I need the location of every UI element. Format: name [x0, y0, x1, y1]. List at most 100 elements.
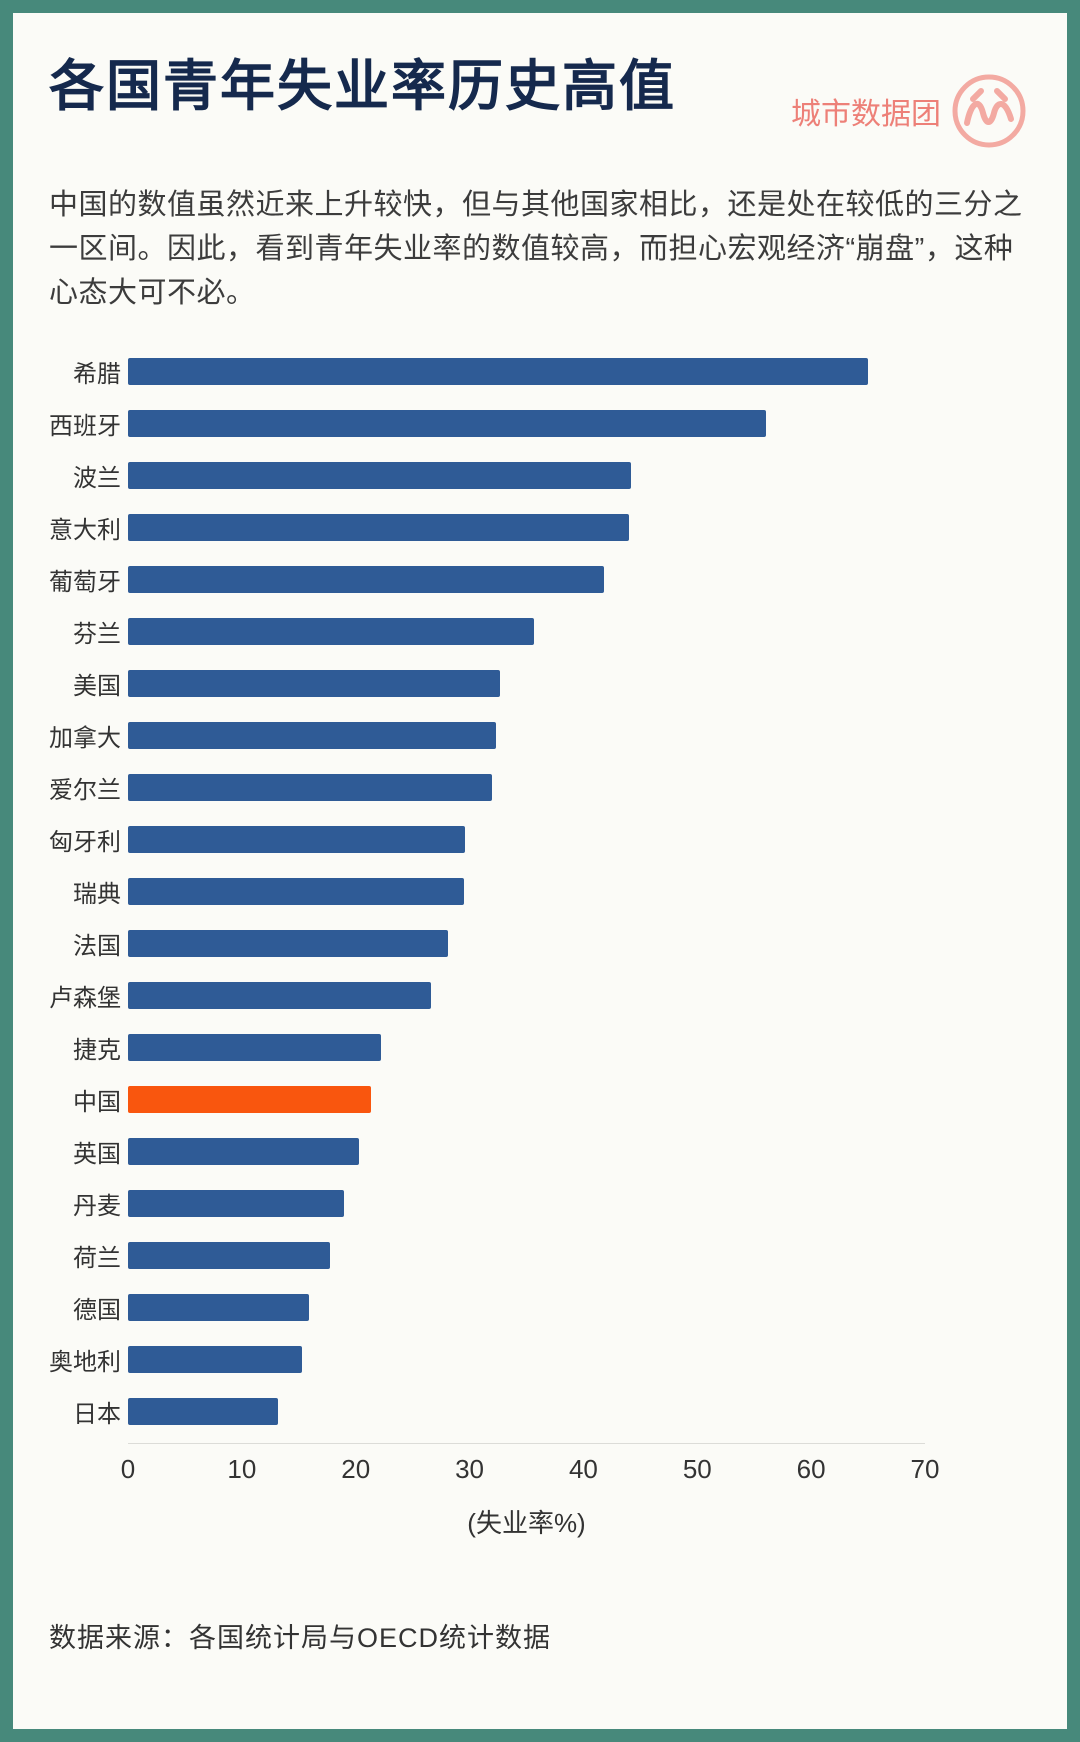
- bar-row: 匈牙利: [49, 813, 1031, 865]
- bar-track: [128, 1241, 925, 1269]
- bar: [128, 929, 448, 957]
- brand-logo-icon: [951, 73, 1027, 149]
- bar-row: 瑞典: [49, 865, 1031, 917]
- bar-label: 西班牙: [49, 412, 121, 440]
- x-tick-label: 40: [568, 1454, 598, 1485]
- bar-row: 捷克: [49, 1021, 1031, 1073]
- bar: [128, 1241, 330, 1269]
- bar-label: 法国: [73, 932, 121, 960]
- bar-track: [128, 1033, 925, 1061]
- bar-row: 法国: [49, 917, 1031, 969]
- bar-track: [128, 825, 925, 853]
- x-tick-label: 0: [120, 1454, 136, 1485]
- bar: [128, 1033, 381, 1061]
- bar-label: 丹麦: [73, 1192, 121, 1220]
- bar-row: 荷兰: [49, 1229, 1031, 1281]
- bar-track: [128, 721, 925, 749]
- bar-label: 芬兰: [73, 620, 121, 648]
- bar-track: [128, 1293, 925, 1321]
- bar-row: 意大利: [49, 501, 1031, 553]
- bar-label: 匈牙利: [49, 828, 121, 856]
- bar: [128, 1085, 371, 1113]
- page-title: 各国青年失业率历史高值: [49, 55, 677, 117]
- x-tick-label: 10: [227, 1454, 257, 1485]
- bar: [128, 461, 632, 489]
- bar: [128, 1293, 310, 1321]
- bar-track: [128, 929, 925, 957]
- bar-label: 荷兰: [73, 1244, 121, 1272]
- bar-label: 日本: [73, 1400, 121, 1428]
- bar-track: [128, 1345, 925, 1373]
- bar-label: 中国: [73, 1088, 121, 1116]
- bar-label: 卢森堡: [49, 984, 121, 1012]
- bar-row: 葡萄牙: [49, 553, 1031, 605]
- bar-label: 德国: [73, 1296, 121, 1324]
- bar-row: 丹麦: [49, 1177, 1031, 1229]
- bar-track: [128, 1397, 925, 1425]
- bar-label: 葡萄牙: [49, 568, 121, 596]
- x-tick-label: 30: [455, 1454, 485, 1485]
- bar-row: 美国: [49, 657, 1031, 709]
- bar-track: [128, 617, 925, 645]
- bar: [128, 409, 766, 437]
- bar: [128, 1137, 360, 1165]
- bar-row: 波兰: [49, 449, 1031, 501]
- bar-track: [128, 1137, 925, 1165]
- bar: [128, 565, 604, 593]
- bar-row: 芬兰: [49, 605, 1031, 657]
- x-axis: 0 10 20 30 40 50 60 70: [121, 1443, 939, 1491]
- bar-chart: 希腊西班牙波兰意大利葡萄牙芬兰美国加拿大爱尔兰匈牙利瑞典法国卢森堡捷克中国英国丹…: [49, 345, 1031, 1540]
- bar: [128, 981, 431, 1009]
- bar-row: 爱尔兰: [49, 761, 1031, 813]
- bar-label: 奥地利: [49, 1348, 121, 1376]
- brand-name: 城市数据团: [791, 98, 941, 131]
- bar: [128, 513, 629, 541]
- bar: [128, 877, 464, 905]
- x-tick-label: 20: [341, 1454, 371, 1485]
- bar-track: [128, 773, 925, 801]
- bar: [128, 825, 466, 853]
- bar-label: 意大利: [49, 516, 121, 544]
- description-text: 中国的数值虽然近来上升较快，但与其他国家相比，还是处在较低的三分之一区间。因此，…: [49, 189, 1023, 310]
- bar-label: 捷克: [73, 1036, 121, 1064]
- bar-label: 加拿大: [49, 724, 121, 752]
- bar-row: 英国: [49, 1125, 1031, 1177]
- bar-row: 西班牙: [49, 397, 1031, 449]
- bar-rows: 希腊西班牙波兰意大利葡萄牙芬兰美国加拿大爱尔兰匈牙利瑞典法国卢森堡捷克中国英国丹…: [49, 345, 1031, 1437]
- bar-row: 卢森堡: [49, 969, 1031, 1021]
- bar-row: 希腊: [49, 345, 1031, 397]
- bar-track: [128, 513, 925, 541]
- header: 各国青年失业率历史高值 城市数据团: [13, 13, 1067, 149]
- x-tick-label: 60: [796, 1454, 826, 1485]
- bar-track: [128, 877, 925, 905]
- bar-track: [128, 409, 925, 437]
- bar-label: 爱尔兰: [49, 776, 121, 804]
- bar-track: [128, 461, 925, 489]
- x-tick-label: 70: [910, 1454, 940, 1485]
- bar-track: [128, 1189, 925, 1217]
- bar: [128, 1345, 303, 1373]
- data-source: 数据来源：各国统计局与OECD统计数据: [49, 1623, 552, 1653]
- bar-label: 瑞典: [73, 880, 121, 908]
- bar-track: [128, 357, 925, 385]
- bar: [128, 357, 869, 385]
- bar-label: 波兰: [73, 464, 121, 492]
- bar: [128, 617, 535, 645]
- bar: [128, 669, 501, 697]
- bar-track: [128, 669, 925, 697]
- bar: [128, 721, 496, 749]
- bar-track: [128, 565, 925, 593]
- bar-track: [128, 1085, 925, 1113]
- x-axis-label: (失业率%): [467, 1508, 586, 1539]
- bar-label: 希腊: [73, 360, 121, 388]
- bar: [128, 1189, 345, 1217]
- brand: 城市数据团: [791, 73, 1027, 149]
- x-tick-label: 50: [682, 1454, 712, 1485]
- bar: [128, 1397, 279, 1425]
- bar-row: 加拿大: [49, 709, 1031, 761]
- bar-row: 中国: [49, 1073, 1031, 1125]
- bar-row: 德国: [49, 1281, 1031, 1333]
- bar-row: 日本: [49, 1385, 1031, 1437]
- bar-label: 英国: [73, 1140, 121, 1168]
